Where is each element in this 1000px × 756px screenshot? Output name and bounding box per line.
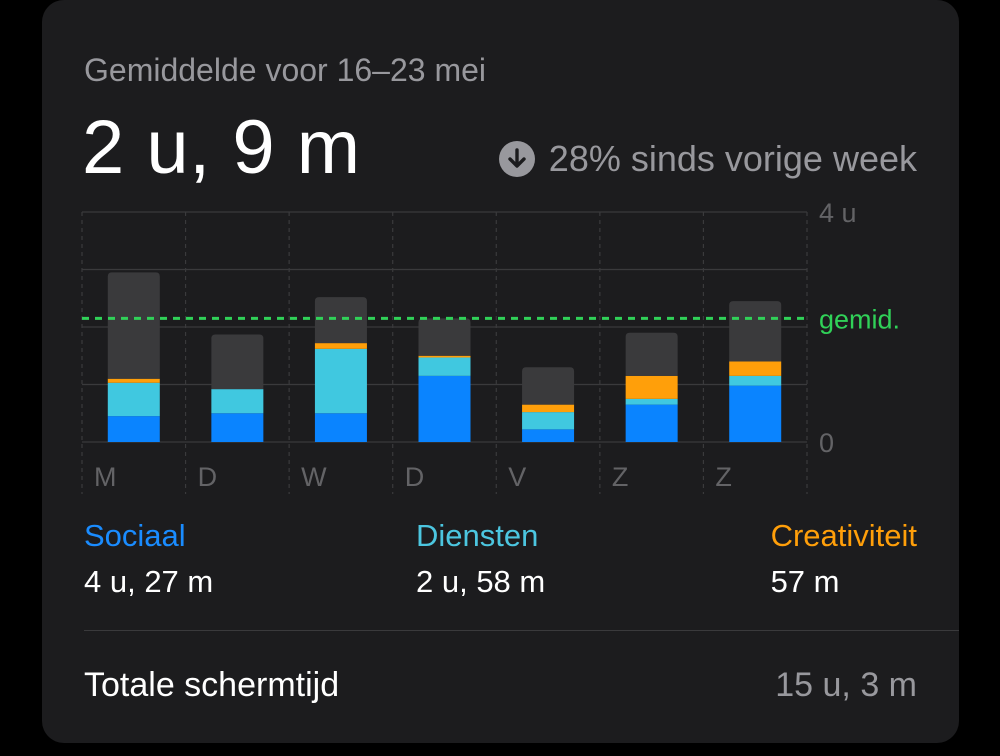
bar-segment-sociaal [314,413,367,442]
bar-segment-creativiteit [314,343,367,349]
legend-diensten-value: 2 u, 58 m [416,564,546,599]
bar-segment-sociaal [211,413,264,442]
weekly-change: 28% sinds vorige week [498,138,917,180]
bar-segment-other [729,301,782,362]
bar-segment-other [522,367,575,405]
bar-segment-diensten [211,389,264,414]
bar-segment-creativiteit [107,378,160,383]
arrow-down-circle-icon [498,141,535,177]
day-label: D [405,462,425,492]
legend-creativiteit-value: 57 m [770,564,840,599]
legend-diensten[interactable]: Diensten 2 u, 58 m [416,518,545,600]
average-label: gemid. [819,304,900,334]
bar-segment-diensten [729,375,782,386]
average-period-label: Gemiddelde voor 16–23 mei [84,52,487,88]
divider [84,630,959,631]
day-label: W [301,462,327,492]
legend-creativiteit[interactable]: Creativiteit 57 m [771,518,917,600]
bar-segment-diensten [418,357,471,376]
legend-sociaal-value: 4 u, 27 m [84,564,214,599]
legend-diensten-name: Diensten [416,518,539,553]
day-label: Z [715,462,732,492]
y-tick-label: 4 u [819,198,857,228]
bar-segment-diensten [314,348,367,414]
bar-segment-sociaal [418,375,471,442]
bar-segment-creativiteit [729,361,782,376]
legend-sociaal[interactable]: Sociaal 4 u, 27 m [84,518,213,600]
bar-segment-sociaal [522,429,575,442]
y-tick-label: 0 [819,428,834,458]
total-screen-time-label: Totale schermtijd [84,666,340,704]
legend-sociaal-name: Sociaal [84,518,186,553]
day-label: V [508,462,526,492]
bar-segment-other [625,332,678,376]
bar-segment-other [107,272,160,379]
bar-segment-sociaal [107,416,160,442]
bar-segment-sociaal [729,385,782,442]
day-label: M [94,462,117,492]
bar-segment-other [314,297,367,344]
bar-segment-diensten [625,398,678,405]
day-label: D [198,462,218,492]
bar-segment-diensten [107,382,160,417]
screen-time-card[interactable]: Gemiddelde voor 16–23 mei 2 u, 9 m 28% s… [42,0,959,743]
day-label: Z [612,462,629,492]
bar-segment-other [418,318,471,356]
bar-segment-sociaal [625,404,678,442]
bar-segment-creativiteit [418,355,471,358]
total-screen-time-value: 15 u, 3 m [775,666,917,704]
bar-segment-creativiteit [625,375,678,399]
weekly-change-text: 28% sinds vorige week [548,138,917,179]
daily-average-value: 2 u, 9 m [82,105,361,190]
bar-segment-diensten [522,412,575,430]
bar-segment-creativiteit [522,404,575,413]
legend-creativiteit-name: Creativiteit [770,518,917,553]
bar-segment-other [211,334,264,390]
